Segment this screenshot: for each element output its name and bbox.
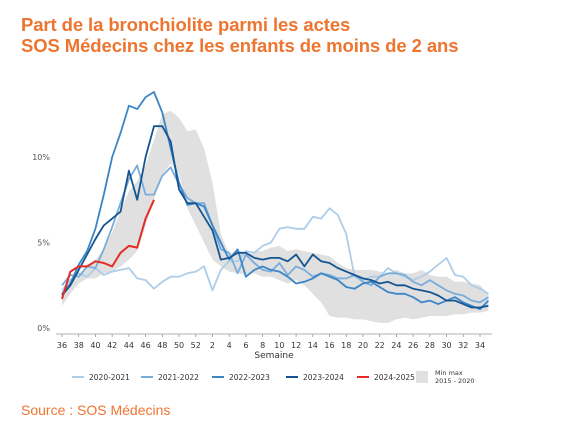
x-tick-label: 22 — [375, 341, 385, 350]
x-tick-label: 36 — [57, 341, 67, 350]
x-tick-label: 30 — [441, 341, 451, 350]
series-line-2022-2023 — [61, 91, 490, 311]
source-note: Source : SOS Médecins — [21, 402, 171, 418]
x-tick-label: 14 — [308, 341, 318, 350]
chart-title: Part de la bronchiolite parmi les actes … — [21, 14, 459, 56]
x-tick-label: 18 — [341, 341, 351, 350]
x-tick-label: 38 — [74, 341, 84, 350]
y-tick-label: 5% — [37, 239, 50, 248]
x-tick-label: 50 — [174, 341, 184, 350]
y-tick-label: 0% — [37, 324, 50, 333]
x-tick-label: 40 — [90, 341, 100, 350]
legend-label: 2021-2022 — [158, 373, 199, 382]
x-tick-label: 28 — [425, 341, 435, 350]
legend-label: 2022-2023 — [229, 373, 270, 382]
x-tick-label: 46 — [141, 341, 151, 350]
legend-swatch-band — [416, 371, 428, 383]
y-tick-label: 10% — [32, 153, 50, 162]
x-tick-label: 32 — [458, 341, 468, 350]
chart-title-line-1: Part de la bronchiolite parmi les actes — [21, 14, 351, 35]
legend-label-band: Min max 2015 - 2020 — [435, 369, 475, 385]
legend-label: 2023-2024 — [303, 373, 344, 382]
series-line-2021-2022 — [61, 164, 489, 304]
series-line-2023-2024 — [61, 125, 489, 309]
x-tick-label: 12 — [291, 341, 301, 350]
min-max-band — [62, 110, 489, 323]
x-tick-label: 8 — [260, 341, 265, 350]
x-tick-label: 2 — [210, 341, 215, 350]
x-tick-label: 42 — [107, 341, 117, 350]
x-tick-label: 34 — [475, 341, 485, 350]
x-tick-label: 6 — [243, 341, 248, 350]
x-tick-label: 24 — [391, 341, 401, 350]
x-tick-label: 16 — [324, 341, 334, 350]
legend-label: 2020-2021 — [89, 373, 130, 382]
x-tick-label: 26 — [408, 341, 418, 350]
x-tick-label: 10 — [274, 341, 284, 350]
chart-title-line-2: SOS Médecins chez les enfants de moins d… — [21, 35, 459, 56]
x-tick-label: 44 — [124, 341, 134, 350]
x-axis-label: Semaine — [254, 351, 294, 361]
series-line-2024-2025 — [61, 199, 155, 300]
series-line-2020-2021 — [61, 207, 489, 295]
x-tick-label: 48 — [157, 341, 167, 350]
line-chart: 0%5%10%36 38 40 42 44 46 48 50 52 2 4 6 8 10 12 14 16 18 2… — [32, 91, 492, 385]
x-tick-label: 52 — [191, 341, 201, 350]
legend-label: 2024-2025 — [374, 373, 415, 382]
x-tick-label: 4 — [227, 341, 232, 350]
x-tick-label: 20 — [358, 341, 368, 350]
